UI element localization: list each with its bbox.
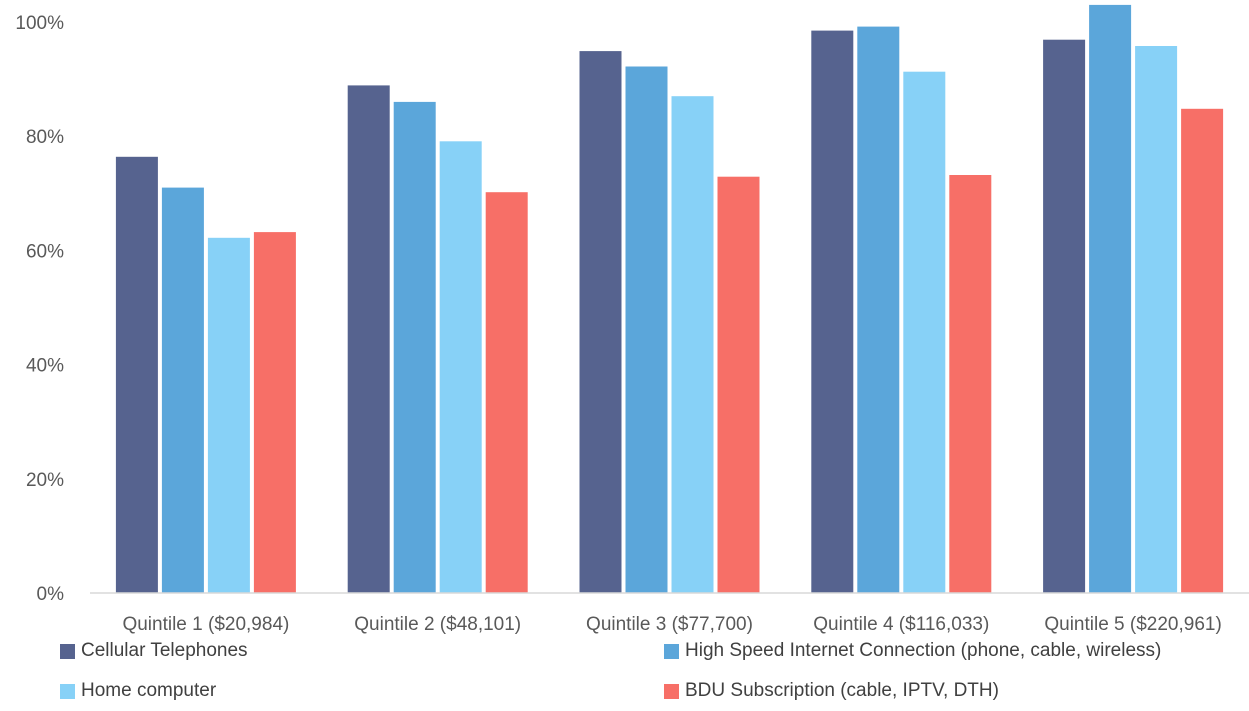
bar-series-3-category-2 [439, 141, 482, 594]
legend-swatch [60, 643, 75, 659]
legend-swatch [664, 683, 679, 699]
bar-series-2-category-3 [625, 66, 668, 593]
bar-series-4-category-1 [253, 232, 296, 593]
bar-series-1-category-4 [811, 30, 854, 594]
bar-series-4-category-4 [949, 175, 992, 593]
bar-series-2-category-1 [161, 187, 204, 593]
bar-series-1-category-3 [579, 51, 622, 594]
bar-series-4-category-2 [485, 192, 528, 593]
legend-label: Cellular Telephones [81, 640, 248, 661]
bar-series-1-category-2 [347, 85, 390, 594]
bar-series-3-category-5 [1135, 46, 1178, 593]
legend: Cellular Telephones High Speed Internet C… [0, 640, 1249, 710]
legend-swatch [60, 683, 75, 699]
x-tick-label: Quintile 3 ($77,700) [586, 614, 753, 635]
y-axis-ticks: 0% 20% 40% 60% 80% 100% [15, 13, 64, 605]
bar-series-3-category-3 [671, 96, 714, 593]
legend-label: High Speed Internet Connection (phone, c… [685, 640, 1162, 661]
legend-swatch [664, 643, 679, 659]
x-tick-label: Quintile 1 ($20,984) [122, 614, 289, 635]
legend-label: Home computer [81, 680, 217, 701]
x-tick-label: Quintile 4 ($116,033) [813, 614, 989, 635]
legend-item: BDU Subscription (cable, IPTV, DTH) [664, 680, 999, 702]
y-tick-label: 100% [15, 13, 64, 34]
bar-series-3-category-1 [207, 237, 250, 594]
y-tick-label: 60% [26, 241, 64, 262]
legend-label: BDU Subscription (cable, IPTV, DTH) [685, 680, 999, 701]
bar-series-3-category-4 [903, 71, 946, 593]
y-tick-label: 0% [37, 584, 65, 605]
x-tick-label: Quintile 2 ($48,101) [354, 614, 521, 635]
legend-item: Home computer [60, 680, 216, 702]
legend-item: High Speed Internet Connection (phone, c… [664, 640, 1161, 662]
bar-series-2-category-4 [857, 26, 900, 594]
bar-series-2-category-5 [1089, 4, 1132, 593]
y-tick-label: 20% [26, 470, 64, 491]
bar-series-1-category-1 [115, 156, 158, 594]
bar-series-4-category-3 [717, 176, 760, 593]
bars-group [115, 4, 1224, 594]
bar-series-1-category-5 [1043, 39, 1086, 593]
legend-item: Cellular Telephones [60, 640, 248, 662]
x-axis-ticks: Quintile 1 ($20,984) Quintile 2 ($48,101)… [122, 614, 1221, 635]
bar-series-4-category-5 [1181, 108, 1224, 594]
y-tick-label: 80% [26, 127, 64, 148]
bar-series-2-category-2 [393, 101, 436, 594]
x-tick-label: Quintile 5 ($220,961) [1044, 614, 1221, 635]
y-tick-label: 40% [26, 356, 64, 377]
